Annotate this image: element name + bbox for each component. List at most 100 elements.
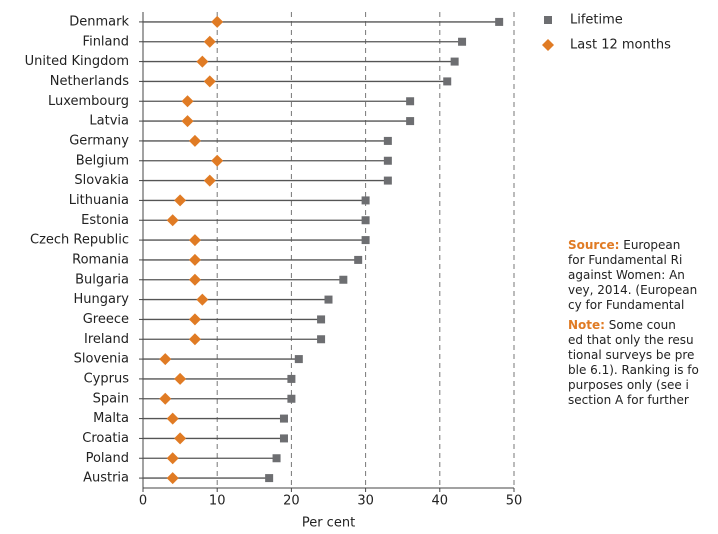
lifetime-marker <box>339 275 348 284</box>
last-12-months-marker <box>188 313 201 326</box>
last-12-months-marker <box>174 372 187 385</box>
last-12-months-marker <box>203 75 216 88</box>
note-text: section A for further <box>568 393 689 407</box>
y-tick-label: Lithuania <box>69 193 129 208</box>
last-12-months-marker <box>188 253 201 266</box>
lifetime-marker <box>317 315 326 324</box>
x-tick-label: 20 <box>283 494 300 509</box>
y-tick-label: Denmark <box>69 14 129 29</box>
last-12-months-marker <box>188 134 201 147</box>
last-12-months-marker <box>196 55 209 68</box>
note-line: tional surveys be pre <box>568 348 718 363</box>
lifetime-marker <box>383 176 392 185</box>
x-tick-label: 30 <box>357 494 374 509</box>
last-12-months-marker <box>211 154 224 167</box>
lifetime-marker <box>279 414 288 423</box>
last-12-months-marker <box>166 452 179 465</box>
lifetime-marker <box>361 216 370 225</box>
y-tick-label: Bulgaria <box>75 272 129 287</box>
legend-marker <box>542 39 554 51</box>
y-tick-label: Finland <box>83 34 129 49</box>
lifetime-marker <box>287 394 296 403</box>
y-tick-label: Croatia <box>82 431 129 446</box>
note-line: section A for further <box>568 393 718 408</box>
lifetime-marker <box>361 236 370 245</box>
lifetime-marker <box>354 255 363 264</box>
y-tick-label: Greece <box>83 312 129 327</box>
x-axis-label: Per cent <box>302 516 355 531</box>
note-text: tional surveys be pre <box>568 348 695 362</box>
last-12-months-marker <box>203 174 216 187</box>
note-line: for Fundamental Ri <box>568 253 718 268</box>
last-12-months-marker <box>188 273 201 286</box>
lifetime-marker <box>272 454 281 463</box>
note-text: against Women: An <box>568 268 685 282</box>
last-12-months-marker <box>181 95 194 108</box>
y-tick-label: Slovakia <box>74 173 129 188</box>
note-text: purposes only (see i <box>568 378 689 392</box>
last-12-months-marker <box>166 412 179 425</box>
lifetime-marker <box>383 136 392 145</box>
y-tick-label: Ireland <box>84 332 129 347</box>
y-tick-label: Estonia <box>81 213 129 228</box>
last-12-months-marker <box>159 353 172 366</box>
note-text: Some coun <box>608 318 676 332</box>
x-tick-label: 0 <box>139 494 147 509</box>
note-label: Source: <box>568 238 620 252</box>
note-line: purposes only (see i <box>568 378 718 393</box>
note-line: ed that only the resu <box>568 333 718 348</box>
lifetime-marker <box>495 17 504 26</box>
y-tick-label: Austria <box>83 471 129 486</box>
y-tick-label: Germany <box>69 133 129 148</box>
lifetime-marker <box>383 156 392 165</box>
y-tick-label: Netherlands <box>50 74 129 89</box>
note-block: Note: Some coun ed that only the resu tion… <box>568 318 718 408</box>
note-line: vey, 2014. (European <box>568 283 718 298</box>
lifetime-marker <box>287 374 296 383</box>
last-12-months-marker <box>159 392 172 405</box>
last-12-months-marker <box>211 15 224 28</box>
last-12-months-marker <box>196 293 209 306</box>
lifetime-marker <box>406 117 415 126</box>
notes: Source: European for Fundamental Ri agains… <box>568 238 718 413</box>
last-12-months-marker <box>203 35 216 48</box>
lifetime-marker <box>317 335 326 344</box>
lifetime-marker <box>406 97 415 106</box>
y-tick-label: Spain <box>93 391 129 406</box>
y-tick-label: Belgium <box>76 153 129 168</box>
note-label: Note: <box>568 318 605 332</box>
x-tick-label: 50 <box>506 494 523 509</box>
last-12-months-marker <box>166 472 179 485</box>
note-text: ed that only the resu <box>568 333 694 347</box>
y-tick-label: Latvia <box>89 114 129 129</box>
note-line: Source: European <box>568 238 718 253</box>
note-text: European <box>623 238 681 252</box>
y-tick-label: Luxembourg <box>48 94 129 109</box>
note-line: Note: Some coun <box>568 318 718 333</box>
last-12-months-marker <box>174 432 187 445</box>
note-line: ble 6.1). Ranking is fo <box>568 363 718 378</box>
legend-label: Last 12 months <box>570 38 671 53</box>
legend-marker <box>544 16 552 24</box>
last-12-months-marker <box>188 333 201 346</box>
legend-label: Lifetime <box>570 13 623 28</box>
y-tick-label: Romania <box>72 252 129 267</box>
lifetime-marker <box>443 77 452 86</box>
lifetime-marker <box>361 196 370 205</box>
y-tick-label: Hungary <box>73 292 129 307</box>
note-text: for Fundamental Ri <box>568 253 683 267</box>
y-tick-label: United Kingdom <box>25 54 129 69</box>
x-tick-label: 10 <box>209 494 226 509</box>
last-12-months-marker <box>166 214 179 227</box>
lifetime-marker <box>265 474 274 483</box>
note-text: ble 6.1). Ranking is fo <box>568 363 699 377</box>
lifetime-marker <box>279 434 288 443</box>
note-text: cy for Fundamental <box>568 298 685 312</box>
lifetime-marker <box>458 37 467 46</box>
lifetime-marker <box>294 355 303 364</box>
lifetime-marker <box>324 295 333 304</box>
x-tick-label: 40 <box>432 494 449 509</box>
lifetime-marker <box>450 57 459 66</box>
